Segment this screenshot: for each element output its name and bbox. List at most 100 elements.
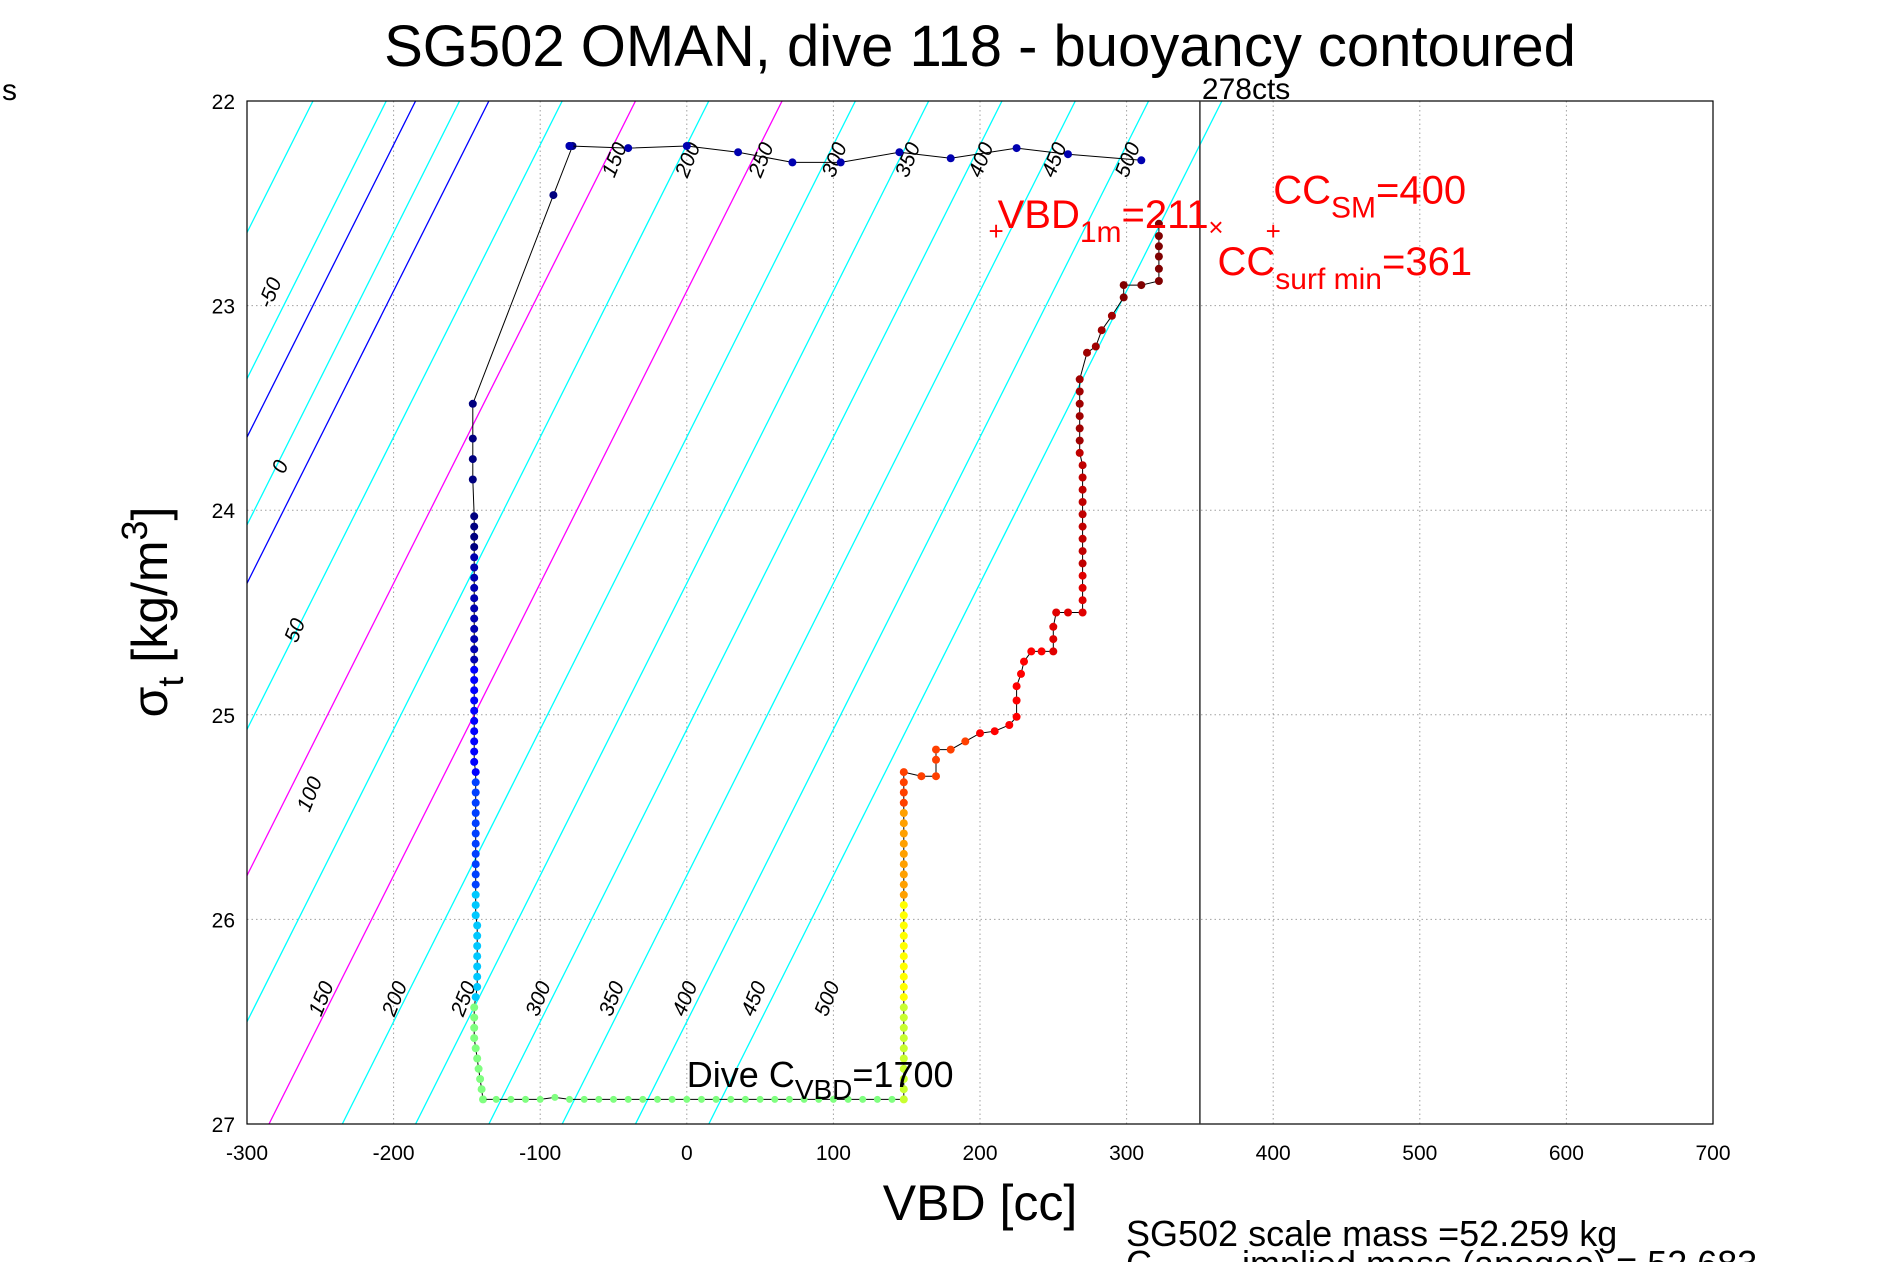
data-point-dive <box>470 1013 479 1022</box>
annotation-vbd1m-value: =211 <box>1122 193 1209 237</box>
data-point-dive <box>470 1003 479 1012</box>
contour-line <box>247 101 387 381</box>
data-point-climb <box>899 962 908 971</box>
data-point-dive <box>470 522 479 531</box>
x-tick-label: -300 <box>226 1142 268 1165</box>
data-point-bottom <box>741 1095 749 1103</box>
data-point-bottom <box>536 1095 544 1103</box>
data-point-dive <box>470 604 479 613</box>
data-point-climb <box>1078 559 1087 568</box>
data-point-dive <box>470 624 479 633</box>
data-point-dive <box>468 475 477 484</box>
data-point-bottom <box>551 1093 559 1101</box>
data-point-climb <box>899 880 908 889</box>
data-point-climb <box>1078 583 1087 592</box>
data-point-climb <box>1012 682 1021 691</box>
contour-label: 450 <box>737 978 772 1019</box>
data-point-climb <box>899 952 908 961</box>
data-point-bottom <box>479 1095 487 1103</box>
data-point-dive <box>470 563 479 572</box>
annotation-dive-cvbd-sub: VBD <box>795 1074 853 1105</box>
annotation-cc-surf-min-main: CC <box>1218 240 1276 284</box>
data-point-dive <box>470 696 479 705</box>
x-tick-label: 700 <box>1695 1142 1730 1165</box>
data-point-bottom <box>580 1095 588 1103</box>
data-point-surface <box>1137 156 1146 165</box>
x-tick-label: 0 <box>681 1142 693 1165</box>
contour-label: 100 <box>293 773 328 814</box>
x-tick-label: 400 <box>1256 1142 1291 1165</box>
data-point-climb <box>1005 721 1014 729</box>
data-point-climb <box>899 768 908 777</box>
data-point-climb <box>1049 647 1058 656</box>
svg-text:CCSM=400: CCSM=400 <box>1273 168 1466 224</box>
data-point-climb <box>932 745 940 754</box>
data-point-bottom <box>507 1095 515 1103</box>
data-point-bottom <box>844 1095 852 1103</box>
plot-area-frame <box>246 100 1714 1125</box>
contour-line <box>341 101 856 1124</box>
x-tick-label: -200 <box>373 1142 415 1165</box>
data-point-surface <box>836 158 845 167</box>
data-point-dive <box>471 901 480 910</box>
data-point-bottom <box>683 1095 691 1103</box>
contour-label: 200 <box>377 978 412 1020</box>
data-point-climb <box>899 849 908 858</box>
data-point-dive <box>470 655 479 664</box>
contour-label: 300 <box>817 139 852 180</box>
data-point-dive <box>477 1085 486 1094</box>
contour-line <box>247 101 563 731</box>
data-point-surface <box>895 148 904 157</box>
data-point-dive <box>473 972 482 981</box>
x-tick-label: 500 <box>1402 1142 1437 1165</box>
y-axis-label-sigma: σ <box>122 686 178 717</box>
y-tick-labels: 22 23 24 25 26 27 <box>212 91 236 1137</box>
data-point-climb <box>899 1044 908 1053</box>
data-point-climb <box>1064 608 1072 617</box>
contour-line <box>0 101 240 1124</box>
annotation-cc-sm-main: CC <box>1273 168 1331 212</box>
data-point-climb <box>990 727 999 736</box>
data-point-climb <box>1012 712 1021 721</box>
data-point-dive <box>470 706 479 715</box>
annotation-cc-sm-sub: SM <box>1331 191 1376 224</box>
y-tick-label: 24 <box>212 500 236 523</box>
x-tick-label: -100 <box>519 1142 561 1165</box>
data-point-dive <box>473 952 482 961</box>
data-point-dive <box>471 829 480 838</box>
data-point-bottom <box>859 1095 867 1103</box>
contour-label: 500 <box>810 978 845 1019</box>
data-point-dive <box>470 716 479 725</box>
data-point-dive <box>470 543 479 551</box>
data-point-climb <box>1154 242 1163 251</box>
y-tick-label: 22 <box>212 91 235 114</box>
contour-line <box>488 101 1003 1124</box>
data-point-bottom <box>624 1095 632 1103</box>
data-point-dive <box>470 512 479 521</box>
data-point-surface <box>624 144 633 153</box>
data-point-climb <box>1083 348 1091 357</box>
data-point-climb <box>899 911 908 920</box>
data-point-climb <box>1075 424 1084 433</box>
data-point-climb <box>1154 219 1163 228</box>
annotation-dive-cvbd-main: Dive C <box>687 1054 795 1095</box>
data-point-dive <box>473 962 482 971</box>
grid <box>247 101 1713 1124</box>
contour-line <box>268 101 783 1124</box>
marker: + <box>989 216 1004 246</box>
footer-mass-line: SG502 scale mass =52.259 kg <box>1126 1213 1617 1254</box>
data-point-climb <box>899 788 908 797</box>
data-point-dive <box>470 747 479 756</box>
data-point-dive <box>471 768 480 777</box>
data-point-climb <box>917 772 926 781</box>
data-point-climb <box>1017 669 1025 678</box>
data-point-dive <box>470 594 479 603</box>
data-point-surface <box>734 148 743 157</box>
data-point-climb <box>1020 657 1028 666</box>
contour-line <box>415 101 930 1124</box>
y-tick-label: 27 <box>212 1114 235 1137</box>
data-point-dive <box>473 942 482 950</box>
footer-implied-line: Cimplied mass (apogee) = 52.683 <box>1126 1243 1757 1262</box>
annotation-dive-cvbd: Dive CVBD=1700 <box>687 1054 954 1105</box>
contour-label: 0 <box>268 457 294 477</box>
